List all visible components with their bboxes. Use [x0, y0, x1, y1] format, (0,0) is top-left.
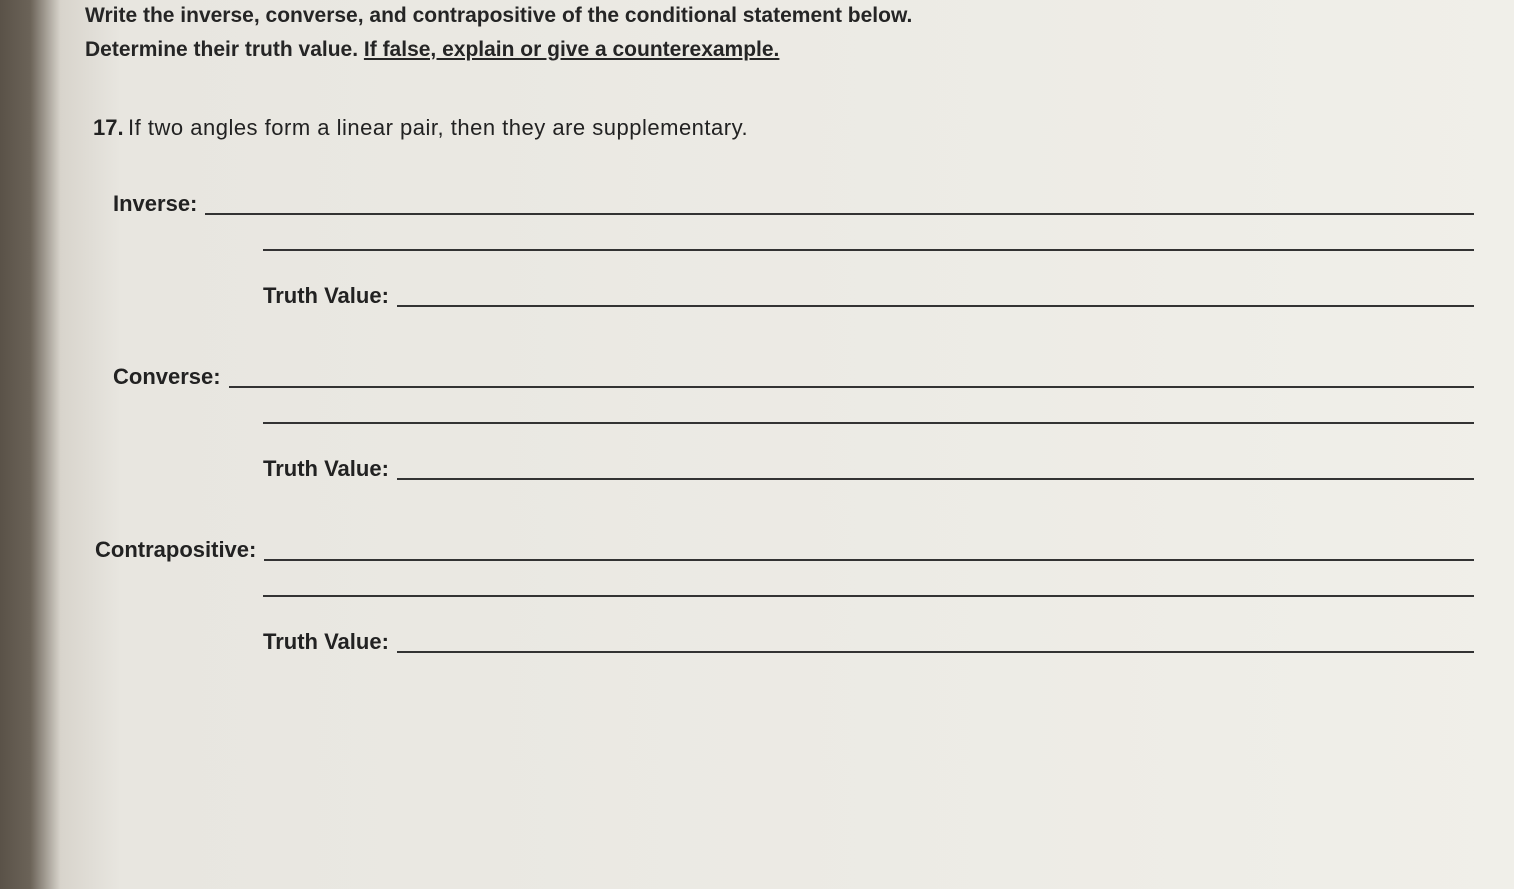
contrapositive-section: Contrapositive: Truth Value:	[113, 537, 1474, 655]
answer-section: Inverse: Truth Value: Converse: Truth Va…	[113, 191, 1474, 655]
instructions-block: Write the inverse, converse, and contrap…	[85, 0, 1474, 65]
instructions-line-2-prefix: Determine their truth value.	[85, 38, 364, 61]
contrapositive-row: Contrapositive:	[113, 537, 1474, 563]
converse-answer-line-1[interactable]	[229, 386, 1474, 388]
inverse-answer-line-2[interactable]	[263, 249, 1474, 251]
instructions-line-2: Determine their truth value. If false, e…	[85, 34, 1474, 66]
converse-answer-line-2[interactable]	[263, 422, 1474, 424]
contrapositive-answer-line-1[interactable]	[264, 559, 1474, 561]
inverse-truth-value-label: Truth Value:	[263, 283, 389, 309]
converse-truth-value-label: Truth Value:	[263, 456, 389, 482]
contrapositive-label: Contrapositive:	[95, 537, 256, 563]
question-number: 17.	[93, 115, 124, 140]
inverse-section: Inverse: Truth Value:	[113, 191, 1474, 309]
question-block: 17. If two angles form a linear pair, th…	[93, 115, 1474, 141]
contrapositive-truth-value-label: Truth Value:	[263, 629, 389, 655]
question-text: If two angles form a linear pair, then t…	[128, 115, 748, 140]
contrapositive-truth-value-line[interactable]	[397, 651, 1474, 653]
instructions-line-2-underlined: If false, explain or give a counterexamp…	[364, 38, 780, 61]
inverse-row: Inverse:	[113, 191, 1474, 217]
instructions-line-1: Write the inverse, converse, and contrap…	[85, 0, 1474, 32]
inverse-label: Inverse:	[113, 191, 197, 217]
inverse-answer-line-1[interactable]	[205, 213, 1474, 215]
contrapositive-truth-value-row: Truth Value:	[263, 629, 1474, 655]
contrapositive-answer-line-2[interactable]	[263, 595, 1474, 597]
converse-truth-value-row: Truth Value:	[263, 456, 1474, 482]
worksheet-page: Write the inverse, converse, and contrap…	[0, 0, 1514, 889]
converse-truth-value-line[interactable]	[397, 478, 1474, 480]
converse-row: Converse:	[113, 364, 1474, 390]
inverse-truth-value-line[interactable]	[397, 305, 1474, 307]
converse-section: Converse: Truth Value:	[113, 364, 1474, 482]
inverse-truth-value-row: Truth Value:	[263, 283, 1474, 309]
converse-label: Converse:	[113, 364, 221, 390]
